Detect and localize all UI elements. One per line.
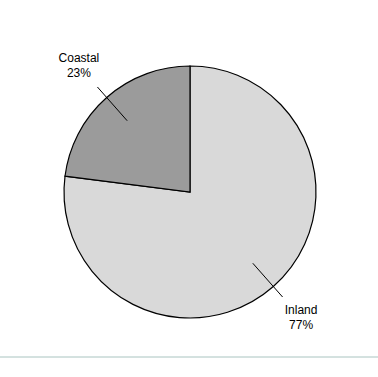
slice-label: Inland (285, 303, 318, 317)
leader-line (253, 263, 283, 297)
chart: Inland77% Coastal23% (0, 0, 378, 377)
slice (65, 66, 190, 192)
bottom-rule (0, 357, 378, 358)
value-label: 77% (289, 318, 313, 332)
pie: Inland77% Coastal23% (59, 51, 318, 332)
slice-label: Coastal (59, 51, 100, 65)
leader-line (97, 87, 127, 121)
slice (64, 66, 316, 318)
value-label: 23% (67, 66, 91, 80)
